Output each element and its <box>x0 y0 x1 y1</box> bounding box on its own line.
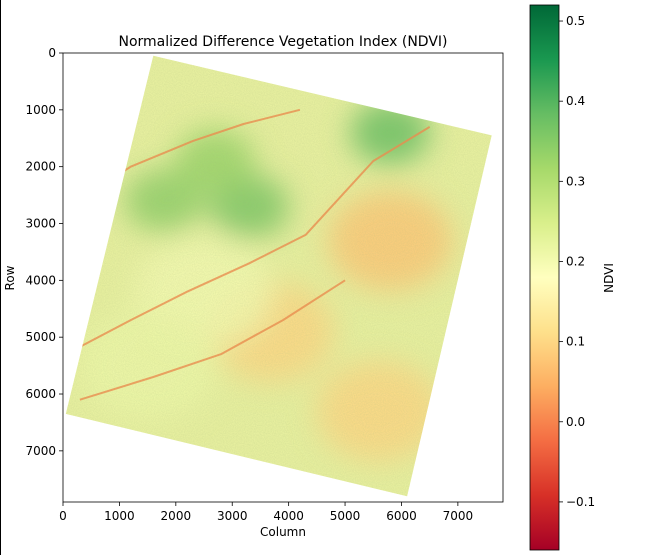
x-axis-label: Column <box>260 525 306 539</box>
x-tick-label: 3000 <box>217 509 248 523</box>
x-axis-ticks: 0 1000 2000 3000 4000 5000 6000 7000 <box>59 502 473 523</box>
chart-title: Normalized Difference Vegetation Index (… <box>118 34 447 50</box>
ndvi-image <box>65 55 492 497</box>
x-tick-label: 0 <box>59 509 67 523</box>
y-tick-label: 7000 <box>25 444 56 458</box>
colorbar-tick-label: 0.4 <box>566 94 585 108</box>
colorbar <box>529 4 560 551</box>
colorbar-tick-label: 0.3 <box>566 174 585 188</box>
y-tick-label: 4000 <box>25 273 56 287</box>
plot-frame <box>62 52 504 503</box>
x-tick-label: 6000 <box>386 509 417 523</box>
x-tick-label: 4000 <box>273 509 304 523</box>
x-tick-label: 5000 <box>330 509 361 523</box>
y-tick-label: 1000 <box>25 103 56 117</box>
colorbar-tick-label: 0.5 <box>566 14 585 28</box>
texture-overlay <box>65 55 492 497</box>
colorbar-label: NDVI <box>602 263 616 293</box>
y-tick-label: 6000 <box>25 387 56 401</box>
colorbar-tick-label: 0.1 <box>566 335 585 349</box>
y-tick-label: 2000 <box>25 160 56 174</box>
y-axis-ticks: 0 1000 2000 3000 4000 5000 6000 7000 <box>25 46 63 458</box>
x-tick-label: 2000 <box>161 509 192 523</box>
y-tick-label: 0 <box>48 46 56 60</box>
colorbar-tick-label: 0.2 <box>566 254 585 268</box>
y-tick-label: 5000 <box>25 330 56 344</box>
x-tick-label: 1000 <box>104 509 135 523</box>
colorbar-ticks: −0.1 0.0 0.1 0.2 0.3 0.4 0.5 <box>559 14 595 509</box>
x-tick-label: 7000 <box>443 509 474 523</box>
y-tick-label: 3000 <box>25 217 56 231</box>
colorbar-tick-label: 0.0 <box>566 415 585 429</box>
y-axis-label: Row <box>3 265 17 290</box>
colorbar-tick-label: −0.1 <box>566 495 595 509</box>
